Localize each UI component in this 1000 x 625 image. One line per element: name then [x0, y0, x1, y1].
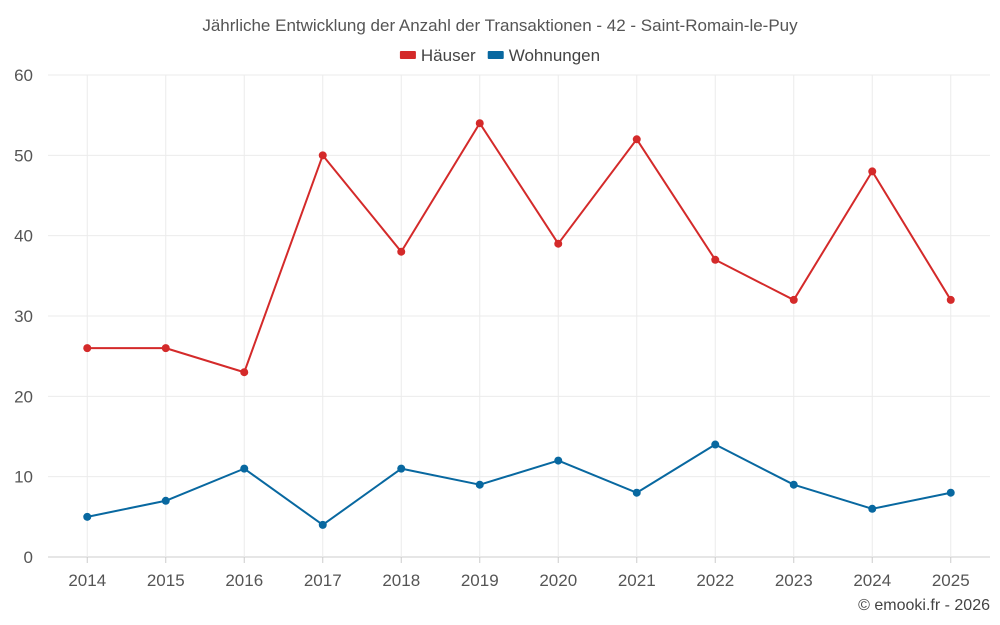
x-tick-label: 2025 — [932, 571, 970, 590]
y-tick-label: 40 — [14, 227, 33, 246]
chart-title: Jährliche Entwicklung der Anzahl der Tra… — [202, 16, 798, 35]
series-group — [83, 119, 955, 529]
legend-item[interactable]: Häuser — [399, 46, 476, 65]
x-tick-label: 2015 — [147, 571, 185, 590]
series-1-point — [240, 368, 249, 377]
series-1-point — [789, 295, 798, 304]
series-1-point — [554, 239, 563, 248]
series-1-point — [318, 151, 327, 160]
x-tick-label: 2022 — [696, 571, 734, 590]
series-1-point — [711, 255, 720, 264]
series-1-point — [868, 167, 877, 176]
series-1-point — [161, 344, 170, 353]
y-tick-label: 60 — [14, 66, 33, 85]
x-tick-label: 2023 — [775, 571, 813, 590]
series-1-point — [475, 119, 484, 128]
x-tick-label: 2016 — [225, 571, 263, 590]
y-tick-label: 50 — [14, 146, 33, 165]
legend-swatch — [487, 51, 504, 59]
series-1-point — [83, 344, 92, 353]
grid — [48, 74, 990, 558]
series-2-point — [240, 464, 249, 473]
y-tick-label: 20 — [14, 387, 33, 406]
legend: Häuser Wohnungen — [399, 46, 600, 65]
series-2-point — [397, 464, 406, 473]
legend-item[interactable]: Wohnungen — [487, 46, 600, 65]
x-tick-label: 2021 — [618, 571, 656, 590]
series-2-point — [161, 496, 170, 505]
legend-label: Wohnungen — [509, 46, 600, 65]
y-tick-label: 10 — [14, 468, 33, 487]
series-2-line — [87, 443, 951, 526]
legend-swatch — [399, 51, 416, 59]
x-tick-label: 2014 — [68, 571, 106, 590]
x-axis: 2014 2015 2016 2017 2018 2019 2020 2021 2022 2023… — [68, 557, 970, 590]
series-1-point — [632, 135, 641, 144]
x-tick-label: 2019 — [461, 571, 499, 590]
series-2-point — [868, 504, 877, 513]
x-tick-label: 2020 — [539, 571, 577, 590]
series-1-point — [397, 247, 406, 256]
x-tick-label: 2024 — [853, 571, 891, 590]
y-axis: 0 10 20 30 40 50 60 — [14, 66, 33, 567]
series-2-point — [946, 488, 955, 497]
y-tick-label: 30 — [14, 307, 33, 326]
series-1-line — [87, 122, 952, 374]
series-2-point — [711, 440, 720, 449]
series-2-point — [318, 520, 327, 529]
x-tick-label: 2018 — [382, 571, 420, 590]
series-1-point — [946, 295, 955, 304]
legend-label: Häuser — [421, 46, 476, 65]
y-tick-label: 0 — [24, 548, 33, 567]
series-2-point — [632, 488, 641, 497]
series-2-point — [789, 480, 798, 489]
series-2-point — [554, 456, 563, 465]
series-2-point — [83, 512, 92, 521]
credit: © emooki.fr - 2026 — [858, 597, 990, 614]
x-tick-label: 2017 — [304, 571, 342, 590]
series-2-point — [475, 480, 484, 489]
